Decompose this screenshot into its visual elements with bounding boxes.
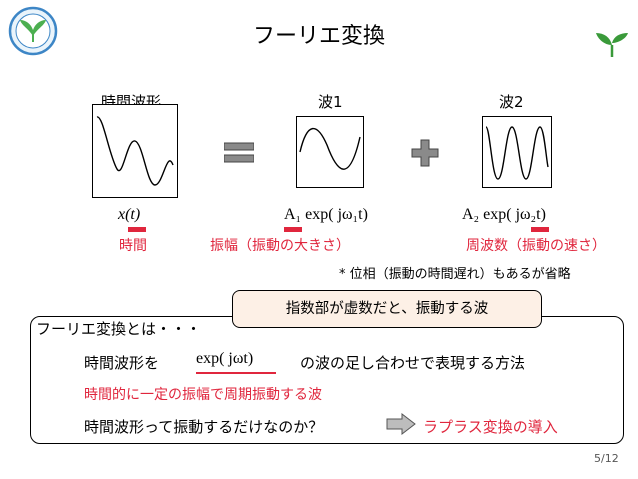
phase-note: * 位相（振動の時間遅れ）もあるが省略 [339, 267, 571, 282]
wave2-plot [482, 116, 552, 188]
amplitude-marker [284, 227, 302, 232]
wave2-header: 波2 [499, 93, 524, 111]
definition-line1-suffix: の波の足し合わせで表現する方法 [300, 354, 526, 372]
time-waveform-plot [92, 104, 178, 198]
wave1-plot [296, 116, 364, 188]
time-label: 時間 [119, 238, 147, 254]
lab-logo [8, 6, 58, 56]
xt-formula: x(t) [118, 206, 141, 223]
exp-underline [196, 372, 276, 374]
definition-line2: 時間的に一定の振幅で周期振動する波 [84, 387, 322, 403]
definition-line3: 時間波形って振動するだけなのか？ [84, 418, 324, 436]
definition-line1-prefix: 時間波形を [84, 354, 160, 372]
exp-jwt-formula: exp( jωt) [196, 350, 254, 367]
wave1-header: 波1 [318, 93, 343, 111]
plus-icon [411, 139, 439, 167]
definition-box [30, 316, 624, 444]
page-number: 5/12 [594, 452, 619, 465]
equals-icon [224, 142, 254, 163]
sprout-icon [596, 33, 628, 57]
wave1-formula: A₁ exp( jω₁t) [284, 206, 368, 223]
slide-title: フーリエ変換 [252, 24, 385, 49]
time-marker [128, 227, 146, 232]
amplitude-label: 振幅（振動の大きさ） [210, 238, 350, 254]
imaginary-exponent-callout: 指数部が虚数だと、振動する波 [232, 290, 542, 328]
frequency-marker [531, 227, 549, 232]
frequency-label: 周波数（振動の速さ） [466, 238, 606, 254]
right-arrow-icon [386, 413, 416, 435]
laplace-link[interactable]: ラプラス変換の導入 [423, 418, 558, 436]
definition-heading: フーリエ変換とは・・・ [36, 320, 202, 338]
wave2-formula: A₂ exp( jω₂t) [462, 206, 546, 223]
